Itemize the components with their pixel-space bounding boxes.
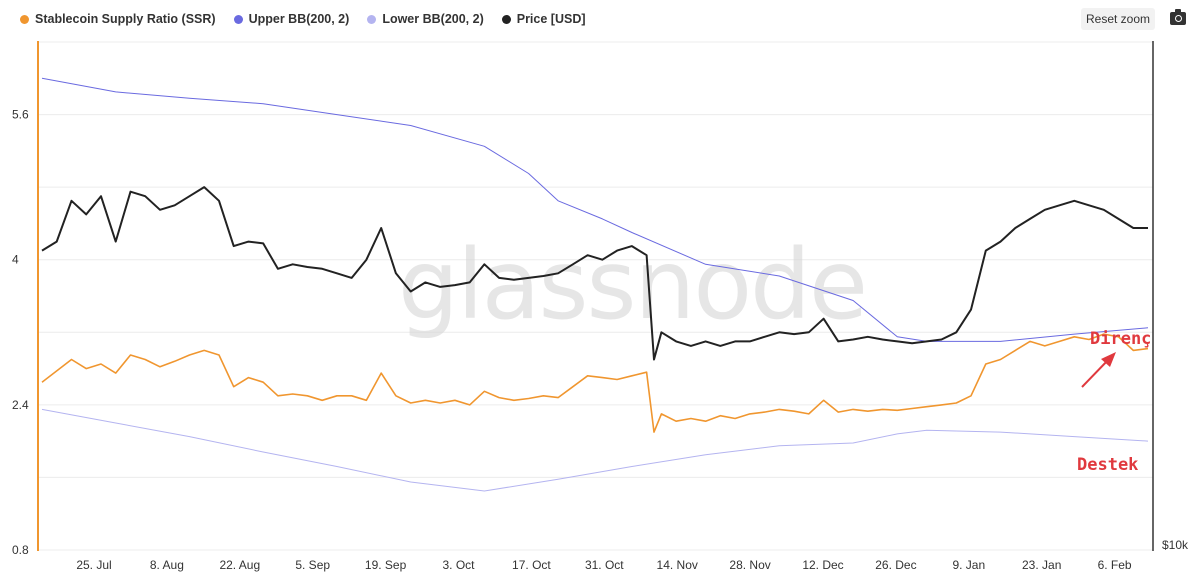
legend-dot-lower-bb (367, 14, 377, 24)
legend-item-ssr[interactable]: Stablecoin Supply Ratio (SSR) (20, 12, 216, 26)
x-tick-label: 22. Aug (219, 558, 260, 572)
y-axis-ticks: 0.8 2.4 4 5.6 (12, 108, 29, 557)
legend-label-ssr: Stablecoin Supply Ratio (SSR) (35, 12, 216, 26)
legend-label-lower-bb: Lower BB(200, 2) (382, 12, 484, 26)
x-tick-label: 12. Dec (802, 558, 843, 572)
y-tick-label: 0.8 (12, 543, 29, 557)
x-tick-label: 25. Jul (76, 558, 111, 572)
camera-icon[interactable] (1170, 9, 1186, 25)
legend-dot-ssr (20, 14, 29, 24)
x-tick-label: 17. Oct (512, 558, 551, 572)
legend-label-price: Price [USD] (516, 12, 586, 26)
x-axis-ticks: 25. Jul 8. Aug 22. Aug 5. Sep 19. Sep 3. Oct 1… (76, 558, 1132, 572)
x-tick-label: 5. Sep (295, 558, 330, 572)
x-tick-label: 8. Aug (150, 558, 184, 572)
x-tick-label: 9. Jan (952, 558, 985, 572)
x-tick-label: 19. Sep (365, 558, 407, 572)
y-right-tick: $10k (1162, 538, 1189, 552)
y-tick-label: 5.6 (12, 108, 29, 122)
reset-zoom-button[interactable]: Reset zoom (1081, 8, 1155, 30)
x-tick-label: 14. Nov (657, 558, 698, 572)
legend-item-price[interactable]: Price [USD] (501, 12, 586, 26)
legend-item-lower-bb[interactable]: Lower BB(200, 2) (367, 12, 484, 26)
series-line-ssr (41, 333, 1149, 433)
x-tick-label: 26. Dec (875, 558, 916, 572)
series-group (41, 77, 1149, 492)
resistance-arrow-head (1101, 352, 1116, 367)
support-annotation: Destek (1077, 455, 1138, 475)
x-tick-label: 23. Jan (1022, 558, 1061, 572)
series-line-lower-bb (41, 408, 1149, 492)
chart-legend: Stablecoin Supply Ratio (SSR) Upper BB(2… (20, 12, 586, 26)
y-tick-label: 2.4 (12, 398, 29, 412)
grid-lines (38, 41, 1153, 551)
resistance-annotation: Direnç (1090, 329, 1151, 349)
x-tick-label: 28. Nov (729, 558, 770, 572)
legend-label-upper-bb: Upper BB(200, 2) (248, 12, 350, 26)
legend-dot-price (501, 14, 511, 24)
x-tick-label: 6. Feb (1098, 558, 1132, 572)
legend-dot-upper-bb (233, 14, 243, 24)
y-tick-label: 4 (12, 253, 19, 267)
series-line-price (41, 186, 1148, 361)
x-tick-label: 31. Oct (585, 558, 624, 572)
x-tick-label: 3. Oct (442, 558, 475, 572)
legend-item-upper-bb[interactable]: Upper BB(200, 2) (233, 12, 350, 26)
